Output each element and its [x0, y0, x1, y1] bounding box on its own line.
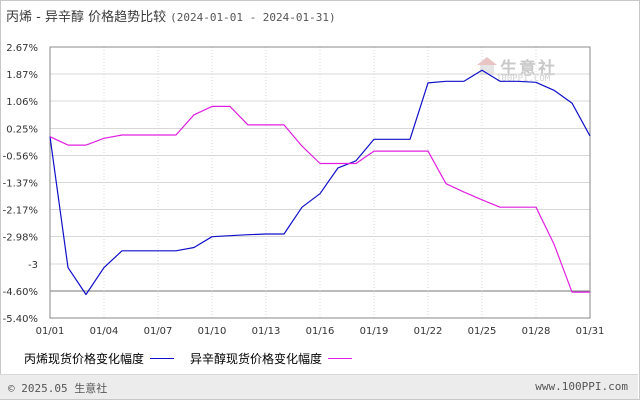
y-tick-label: -2.17%	[3, 206, 38, 217]
y-tick-label: -5.40%	[3, 314, 38, 325]
series-line-2	[49, 105, 590, 293]
legend-swatch-series-1	[150, 358, 175, 359]
y-tick-label: -3	[28, 260, 38, 271]
watermark-url: 100PPI.COM	[496, 74, 551, 84]
footer-site-link[interactable]: www.100PPI.com	[535, 380, 628, 393]
legend-label-series-1: 丙烯现货价格变化幅度	[24, 352, 145, 366]
x-tick-label: 01/01	[36, 326, 65, 337]
y-tick-label: -2.98%	[3, 233, 38, 244]
x-tick-label: 01/10	[198, 326, 227, 337]
legend-swatch-series-2	[328, 358, 353, 359]
y-tick-label: -0.56%	[3, 151, 38, 162]
series-layer	[49, 69, 591, 296]
x-tick-label: 01/07	[144, 326, 173, 337]
legend-label-series-2: 异辛醇现货价格变化幅度	[190, 352, 323, 366]
y-tick-label: 0.25%	[6, 124, 38, 135]
x-tick-label: 01/16	[306, 326, 335, 337]
x-tick-label: 01/04	[90, 326, 119, 337]
x-tick-label: 01/13	[252, 326, 281, 337]
y-tick-label: 1.87%	[6, 70, 38, 81]
y-tick-label: -4.60%	[3, 287, 38, 298]
series-line-1	[49, 69, 591, 296]
x-tick-label: 01/19	[360, 326, 389, 337]
axis-layer	[49, 46, 591, 319]
x-tick-label: 01/31	[576, 326, 605, 337]
x-tick-label: 01/25	[468, 326, 497, 337]
chart-date-range: (2024-01-01 - 2024-01-31)	[170, 11, 336, 24]
tick-label-layer: 2.67% 1.87% 1.06% 0.25% -0.56% -1.37% -2.17% -2…	[3, 43, 605, 337]
x-tick-label: 01/22	[414, 326, 443, 337]
y-tick-label: 1.06%	[6, 97, 38, 108]
grid-layer	[49, 46, 591, 319]
footer-bar: © 2025.05 生意社 www.100PPI.com	[0, 374, 638, 399]
chart-title-text: 丙烯 - 异辛醇 价格趋势比较	[6, 10, 167, 25]
plot-area-border	[49, 46, 591, 319]
footer-copyright: © 2025.05 生意社	[8, 382, 108, 395]
legend-item-series-2: 异辛醇现货价格变化幅度	[190, 350, 353, 367]
legend: 丙烯现货价格变化幅度 异辛醇现货价格变化幅度	[24, 350, 368, 367]
y-tick-label: 2.67%	[6, 43, 38, 54]
y-tick-label: -1.37%	[3, 179, 38, 190]
x-tick-label: 01/28	[522, 326, 551, 337]
chart-title: 丙烯 - 异辛醇 价格趋势比较 (2024-01-01 - 2024-01-31)	[6, 6, 336, 25]
legend-item-series-1: 丙烯现货价格变化幅度	[24, 350, 175, 367]
